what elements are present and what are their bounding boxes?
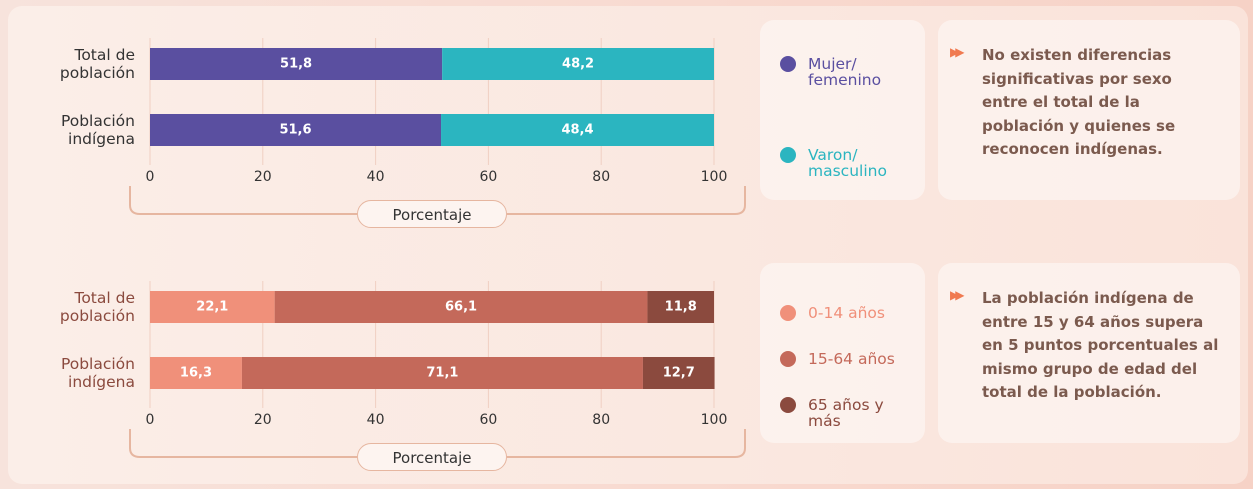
- bar-segment: [647, 291, 714, 323]
- x-tick-label: 60: [479, 169, 497, 185]
- note-box: [938, 263, 1240, 443]
- axis-bracket: [129, 186, 746, 215]
- bar-segment: [441, 114, 714, 146]
- x-tick-label: 80: [592, 169, 610, 185]
- value-label: 51,8: [280, 57, 312, 72]
- legend-swatch: [780, 147, 796, 163]
- x-tick-label: 60: [479, 412, 497, 428]
- value-label: 66,1: [445, 300, 477, 315]
- panel: [8, 6, 1248, 484]
- value-label: 48,4: [561, 123, 593, 138]
- x-tick-label: 0: [146, 169, 155, 185]
- note-icon: ▶▶: [950, 288, 965, 302]
- legend-label: 0-14 años: [808, 304, 885, 322]
- legend-swatch: [780, 351, 796, 367]
- legend-box: [760, 20, 925, 200]
- bar-segment: [150, 357, 242, 389]
- x-tick-label: 40: [367, 412, 385, 428]
- x-axis-label: Porcentaje: [357, 200, 507, 228]
- note-box: [938, 20, 1240, 200]
- axis-bracket: [129, 429, 746, 458]
- bar-segment: [150, 48, 443, 80]
- annotation: No existen diferencias significativas po…: [982, 46, 1176, 158]
- bar-segment: [442, 48, 714, 80]
- category-label: Población indígena: [60, 112, 135, 148]
- bar-segment: [642, 357, 715, 389]
- x-tick-label: 20: [254, 412, 272, 428]
- category-label: Total de población: [59, 289, 135, 325]
- value-label: 51,6: [279, 123, 311, 138]
- x-tick-label: 20: [254, 169, 272, 185]
- legend-label: Varon/ masculino: [808, 146, 887, 180]
- x-tick-label: 100: [701, 412, 728, 428]
- x-axis-label: Porcentaje: [357, 443, 507, 471]
- value-label: 71,1: [426, 366, 458, 381]
- bar-segment: [241, 357, 643, 389]
- bar-segment: [150, 114, 442, 146]
- x-tick-label: 40: [367, 169, 385, 185]
- legend-swatch: [780, 56, 796, 72]
- x-tick-label: 80: [592, 412, 610, 428]
- legend-swatch: [780, 305, 796, 321]
- annotation: La población indígena de entre 15 y 64 a…: [982, 289, 1219, 401]
- value-label: 48,2: [562, 57, 594, 72]
- legend-label: Mujer/ femenino: [808, 55, 882, 89]
- value-label: 16,3: [180, 366, 212, 381]
- x-tick-label: 0: [146, 412, 155, 428]
- x-tick-label: 100: [701, 169, 728, 185]
- note-icon: ▶▶: [950, 45, 965, 59]
- value-label: 11,8: [665, 300, 697, 315]
- legend-label: 15-64 años: [808, 350, 895, 368]
- bar-segment: [150, 291, 275, 323]
- bar-segment: [274, 291, 648, 323]
- legend-label: 65 años y más: [808, 396, 884, 430]
- legend-swatch: [780, 397, 796, 413]
- category-label: Total de población: [59, 46, 135, 82]
- value-label: 22,1: [196, 300, 228, 315]
- value-label: 12,7: [663, 366, 695, 381]
- category-label: Población indígena: [60, 355, 135, 391]
